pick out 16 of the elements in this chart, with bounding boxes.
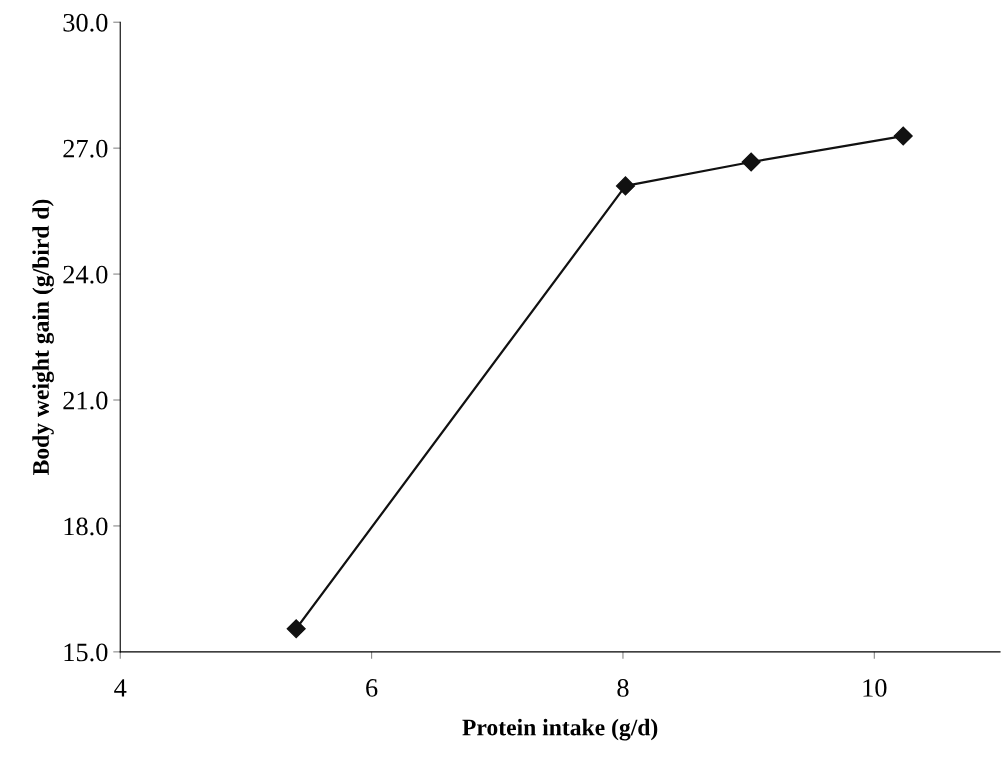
point: [893, 126, 913, 146]
x-tick-label: 8: [617, 679, 629, 697]
y-tick-label: 30.0: [63, 13, 108, 32]
point: [741, 152, 761, 172]
x-tick-label: 10: [863, 679, 887, 697]
y-tick-label: 15.0: [64, 643, 108, 662]
y-tick-label: 24.0: [63, 265, 108, 284]
y-axis-title: Body weight gain (g/bird d): [32, 199, 54, 476]
y-tick-label: 18.0: [64, 517, 108, 536]
y-tick-label: 21.0: [63, 391, 108, 410]
x-axis-title: Protein intake (g/d): [462, 718, 658, 741]
point: [286, 619, 306, 639]
point: [615, 176, 636, 196]
y-tick-label: 27.0: [63, 139, 108, 158]
x-tick-label: 4: [114, 679, 127, 697]
x-tick-label: 6: [366, 679, 378, 697]
